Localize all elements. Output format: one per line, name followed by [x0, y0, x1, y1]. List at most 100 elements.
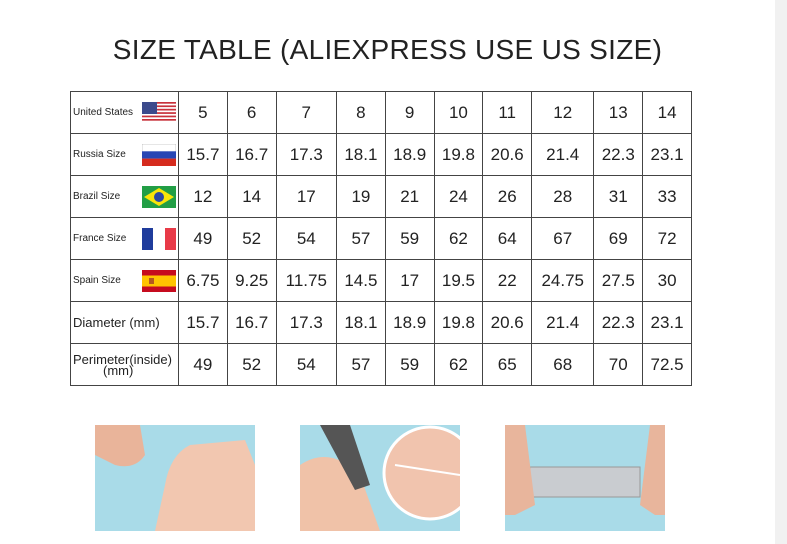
size-cell: 27.5 — [593, 259, 644, 302]
size-cell: 17.3 — [275, 133, 338, 176]
size-cell: 21.4 — [531, 301, 595, 344]
size-cell: 19 — [336, 175, 386, 218]
size-cell: 28 — [531, 175, 595, 218]
size-cell: 20.6 — [482, 133, 533, 176]
size-cell: 19.8 — [433, 301, 484, 344]
size-cell: 18.1 — [336, 301, 386, 344]
size-cell: 17.3 — [275, 301, 338, 344]
size-cell: 17 — [275, 175, 338, 218]
size-cell: 18.1 — [336, 133, 386, 176]
size-cell: 54 — [275, 343, 338, 386]
size-cell: 24.75 — [531, 259, 595, 302]
size-cell: 14 — [226, 175, 277, 218]
size-cell: 9 — [384, 91, 435, 134]
table-row: Russia Size 15.7 16.7 17.3 18.1 18.9 19.8 20.6 2… — [70, 133, 692, 176]
size-cell: 12 — [178, 175, 228, 218]
size-cell: 14 — [642, 91, 692, 134]
photo-hand — [95, 425, 255, 531]
size-cell: 15.7 — [178, 301, 228, 344]
page-title: SIZE TABLE (ALIEXPRESS USE US SIZE) — [112, 34, 663, 65]
size-cell: 14.5 — [336, 259, 386, 302]
table-row: Perimeter(inside) (mm) 49 52 54 57 59 62 65 68 70 7… — [70, 343, 692, 386]
size-cell: 11 — [482, 91, 533, 134]
table-row: Spain Size 6.75 9.25 11.75 14.5 17 19.5 22 24.75… — [70, 259, 692, 302]
us-flag-icon — [142, 101, 176, 124]
row-label: Spain Size — [70, 259, 179, 302]
table-row: Diameter (mm) 15.7 16.7 17.3 18.1 18.9 19.8 20.… — [70, 301, 692, 344]
size-cell: 69 — [593, 217, 644, 260]
size-cell: 49 — [178, 343, 228, 386]
size-cell: 65 — [482, 343, 533, 386]
row-label-text: Spain Size — [73, 275, 121, 286]
photo-wrap-finger — [300, 425, 460, 531]
size-cell: 10 — [433, 91, 484, 134]
size-cell: 9.25 — [226, 259, 277, 302]
row-label: Perimeter(inside) (mm) — [70, 343, 179, 386]
size-cell: 70 — [593, 343, 644, 386]
size-cell: 68 — [531, 343, 595, 386]
size-cell: 21 — [384, 175, 435, 218]
size-cell: 18.9 — [384, 301, 435, 344]
row-label-text: Brazil Size — [73, 191, 121, 202]
size-cell: 13 — [593, 91, 644, 134]
size-cell: 52 — [226, 343, 277, 386]
size-cell: 57 — [336, 217, 386, 260]
size-cell: 72.5 — [642, 343, 692, 386]
size-cell: 6 — [226, 91, 277, 134]
spain-flag-icon — [142, 269, 176, 292]
size-cell: 22.3 — [593, 301, 644, 344]
size-cell: 17 — [384, 259, 435, 302]
size-cell: 33 — [642, 175, 692, 218]
row-label: France Size — [70, 217, 179, 260]
size-cell: 62 — [433, 343, 484, 386]
row-label: Brazil Size — [70, 175, 179, 218]
size-cell: 30 — [642, 259, 692, 302]
size-cell: 59 — [384, 217, 435, 260]
size-table: United States 5 6 7 8 9 10 11 12 13 14 Russia Size 1… — [70, 91, 692, 386]
row-label: United States — [70, 91, 179, 134]
size-cell: 24 — [433, 175, 484, 218]
size-cell: 6.75 — [178, 259, 228, 302]
size-cell: 21.4 — [531, 133, 595, 176]
russia-flag-icon — [142, 143, 176, 166]
brazil-flag-icon — [142, 185, 176, 208]
size-cell: 64 — [482, 217, 533, 260]
table-row: United States 5 6 7 8 9 10 11 12 13 14 — [70, 91, 692, 134]
size-cell: 54 — [275, 217, 338, 260]
photo-ruler — [505, 425, 665, 531]
row-label-text: United States — [73, 107, 134, 118]
size-cell: 16.7 — [226, 133, 277, 176]
size-cell: 62 — [433, 217, 484, 260]
size-cell: 5 — [178, 91, 228, 134]
size-cell: 19.5 — [433, 259, 484, 302]
size-cell: 8 — [336, 91, 386, 134]
size-cell: 49 — [178, 217, 228, 260]
size-cell: 57 — [336, 343, 386, 386]
size-cell: 18.9 — [384, 133, 435, 176]
row-label: Diameter (mm) — [70, 301, 179, 344]
size-cell: 26 — [482, 175, 533, 218]
size-cell: 20.6 — [482, 301, 533, 344]
size-cell: 72 — [642, 217, 692, 260]
size-cell: 12 — [531, 91, 595, 134]
size-cell: 22.3 — [593, 133, 644, 176]
row-label-text: Russia Size — [73, 149, 126, 160]
size-cell: 19.8 — [433, 133, 484, 176]
size-cell: 31 — [593, 175, 644, 218]
row-label-unit: (mm) — [103, 362, 134, 378]
size-cell: 22 — [482, 259, 533, 302]
table-row: France Size 49 52 54 57 59 62 64 67 69 72 — [70, 217, 692, 260]
france-flag-icon — [142, 227, 176, 250]
row-label-text: Diameter (mm) — [73, 315, 160, 330]
size-cell: 52 — [226, 217, 277, 260]
row-label-text: Perimeter(inside) — [73, 351, 172, 367]
row-label-text: France Size — [73, 233, 127, 244]
size-cell: 23.1 — [642, 301, 692, 344]
size-cell: 16.7 — [226, 301, 277, 344]
size-cell: 59 — [384, 343, 435, 386]
size-cell: 67 — [531, 217, 595, 260]
row-label: Russia Size — [70, 133, 179, 176]
side-strip — [775, 0, 787, 544]
size-cell: 23.1 — [642, 133, 692, 176]
table-row: Brazil Size 12 14 17 19 21 24 26 28 31 33 — [70, 175, 692, 218]
